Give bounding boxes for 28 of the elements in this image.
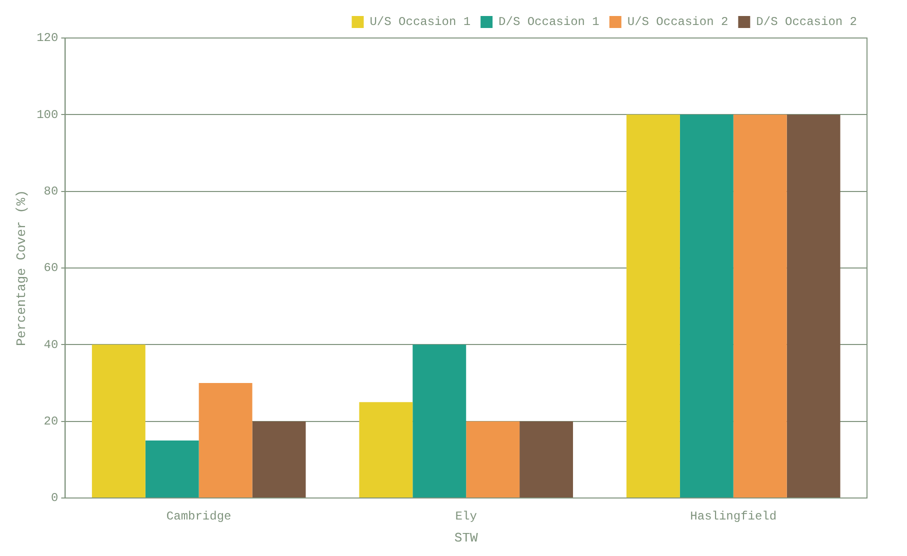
y-axis-title: Percentage Cover (%) [14, 190, 30, 346]
x-tick-label: Ely [455, 509, 477, 524]
y-tick-label: 80 [44, 184, 58, 199]
bar [359, 402, 413, 498]
bar [520, 421, 574, 498]
legend-label: U/S Occasion 2 [627, 15, 728, 30]
bar [412, 344, 466, 498]
legend-label: D/S Occasion 2 [756, 15, 858, 30]
y-tick-label: 0 [51, 491, 58, 506]
y-tick-label: 120 [36, 31, 58, 46]
bar [466, 421, 520, 498]
bar [252, 421, 306, 498]
bar [198, 383, 252, 498]
bar [626, 114, 680, 498]
y-tick-label: 40 [44, 338, 58, 352]
y-tick-label: 60 [44, 261, 58, 276]
x-tick-label: Cambridge [166, 509, 232, 524]
y-tick-label: 100 [36, 108, 58, 122]
legend-label: D/S Occasion 1 [498, 15, 600, 30]
legend-label: U/S Occasion 1 [370, 15, 471, 30]
bar [92, 344, 146, 498]
x-axis-title: STW [454, 530, 478, 546]
bar [786, 114, 840, 498]
bar [733, 114, 787, 498]
y-tick-label: 20 [44, 414, 58, 429]
bar [680, 114, 734, 498]
bar [145, 440, 199, 498]
x-tick-label: Haslingfield [690, 509, 777, 524]
